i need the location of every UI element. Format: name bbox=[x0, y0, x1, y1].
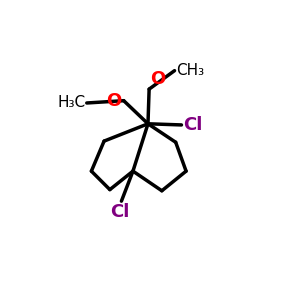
Text: O: O bbox=[106, 92, 122, 110]
Text: O: O bbox=[150, 70, 166, 88]
Text: H₃C: H₃C bbox=[58, 95, 86, 110]
Text: Cl: Cl bbox=[111, 203, 130, 221]
Text: CH₃: CH₃ bbox=[176, 63, 204, 78]
Text: Cl: Cl bbox=[183, 116, 203, 134]
